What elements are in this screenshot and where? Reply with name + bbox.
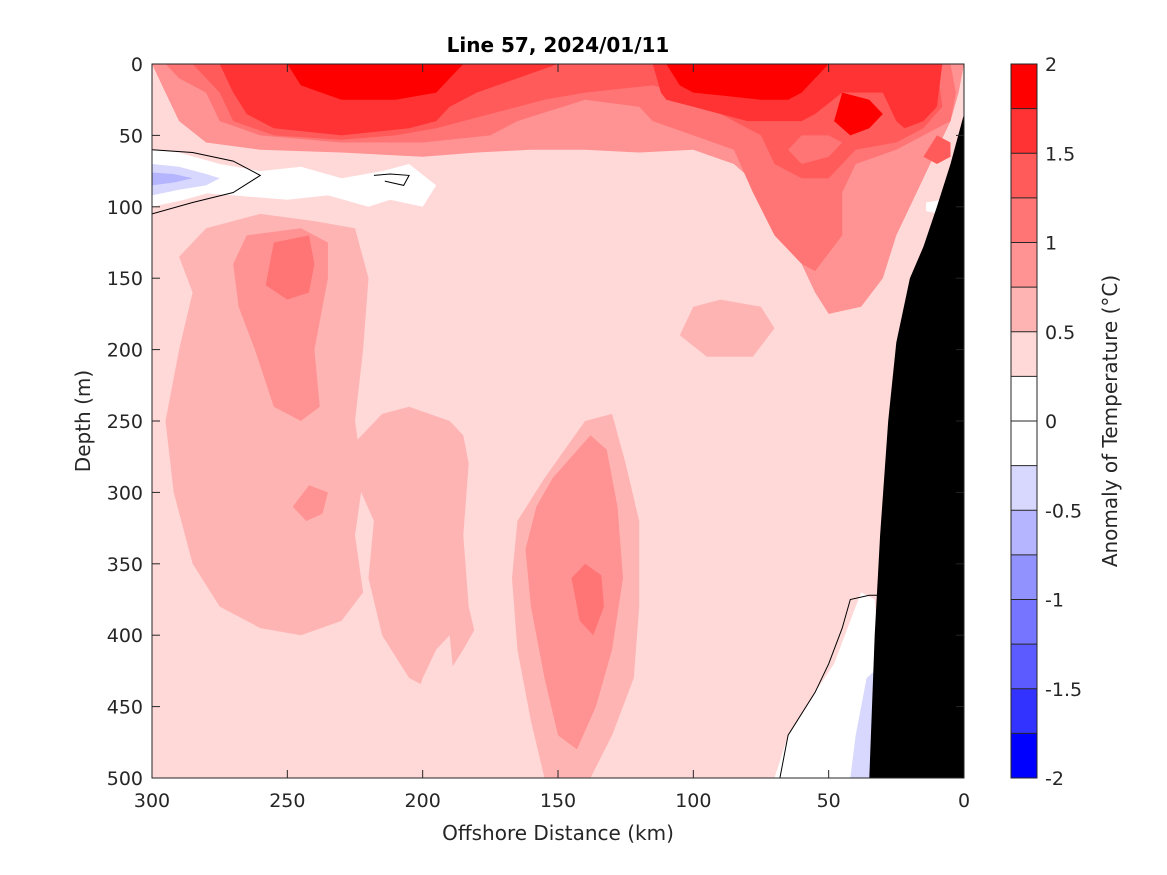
y-tick-label: 100 <box>107 197 143 219</box>
y-axis: 0 50 100 150 200 250 300 350 400 450 500 <box>107 54 964 790</box>
y-tick-label: 300 <box>107 482 143 504</box>
colorbar-tick-label: 1 <box>1045 233 1057 255</box>
colorbar-swatch-14 <box>1011 688 1037 734</box>
seafloor-mask <box>869 64 964 778</box>
y-tick-label: 150 <box>107 268 143 290</box>
colorbar-swatch-6 <box>1011 331 1037 377</box>
zero-contour-line-2 <box>779 594 878 778</box>
contour-region-28 <box>666 64 829 100</box>
x-tick-label: 300 <box>134 790 170 812</box>
contour-region-11 <box>517 263 586 329</box>
colorbar-swatch-0 <box>1011 64 1037 109</box>
y-tick-label: 400 <box>107 625 143 647</box>
x-tick-label: 100 <box>675 790 711 812</box>
colorbar-swatch-11 <box>1011 554 1037 600</box>
contour-region-30 <box>788 135 843 164</box>
contour-region-14 <box>774 592 881 778</box>
contour-region-19 <box>152 172 193 186</box>
y-tick-label: 350 <box>107 554 143 576</box>
colorbar-swatch-8 <box>1011 421 1037 466</box>
colorbar-swatch-10 <box>1011 510 1037 555</box>
colorbar-swatch-12 <box>1011 599 1037 645</box>
contour-region-15 <box>850 670 875 778</box>
zero-contour-line-0 <box>152 149 262 215</box>
x-tick-label: 250 <box>269 790 305 812</box>
y-axis-label: Depth (m) <box>71 370 95 472</box>
plot-area <box>152 64 964 778</box>
zero-contour-line-1 <box>373 173 410 186</box>
contour-region-4 <box>292 485 328 521</box>
colorbar-swatch-9 <box>1011 465 1037 511</box>
zero-contour-layer <box>152 149 878 778</box>
chart-title: Line 57, 2024/01/11 <box>447 33 670 57</box>
colorbar-tick-label: -0.5 <box>1045 500 1082 522</box>
y-tick-label: 200 <box>107 340 143 362</box>
x-tick-label: 0 <box>958 790 970 812</box>
x-axis: 300 250 200 150 100 50 0 <box>134 64 970 812</box>
y-tick-label: 450 <box>107 697 143 719</box>
colorbar-swatch-13 <box>1011 644 1037 689</box>
x-tick-label: 150 <box>540 790 576 812</box>
colorbar-tick-label: 0 <box>1045 411 1057 433</box>
contour-region-16 <box>152 149 437 207</box>
contour-region-29 <box>834 92 883 136</box>
colorbar-tick-label: -1 <box>1045 590 1064 612</box>
colorbar-label: Anomaly of Temperature (°C) <box>1098 275 1122 567</box>
x-axis-label: Offshore Distance (km) <box>442 821 674 845</box>
colorbar-swatch-1 <box>1011 108 1037 154</box>
x-tick-label: 200 <box>405 790 441 812</box>
y-tick-label: 0 <box>131 54 143 76</box>
contour-region-12 <box>679 299 775 357</box>
contour-region-3 <box>265 235 315 300</box>
colorbar-swatch-15 <box>1011 733 1037 778</box>
colorbar-tick-label: -1.5 <box>1045 679 1082 701</box>
colorbar-tick-label: 0.5 <box>1045 322 1075 344</box>
colorbar-swatch-5 <box>1011 287 1037 332</box>
contour-fill-layer <box>152 64 964 778</box>
y-tick-label: 250 <box>107 411 143 433</box>
contour-region-5 <box>355 406 491 693</box>
colorbar-swatch-2 <box>1011 153 1037 198</box>
contour-region-31 <box>923 135 951 164</box>
contour-region-10 <box>571 563 604 636</box>
colorbar-swatch-7 <box>1011 376 1037 421</box>
seafloor-layer <box>869 64 964 778</box>
colorbar-swatch-3 <box>1011 197 1037 243</box>
colorbar-swatch-4 <box>1011 242 1037 288</box>
colorbar: 2 1.5 1 0.5 0 -0.5 -1 -1.5 -2 <box>1010 54 1082 790</box>
y-tick-label: 500 <box>107 768 143 790</box>
colorbar-frame <box>1010 63 1038 779</box>
colorbar-tick-label: 1.5 <box>1045 143 1075 165</box>
x-tick-label: 50 <box>817 790 841 812</box>
y-tick-label: 50 <box>119 125 143 147</box>
colorbar-tick-label: 2 <box>1045 54 1057 76</box>
contour-region-6 <box>395 635 456 778</box>
colorbar-tick-label: -2 <box>1045 768 1064 790</box>
contour-region-27 <box>287 64 464 100</box>
